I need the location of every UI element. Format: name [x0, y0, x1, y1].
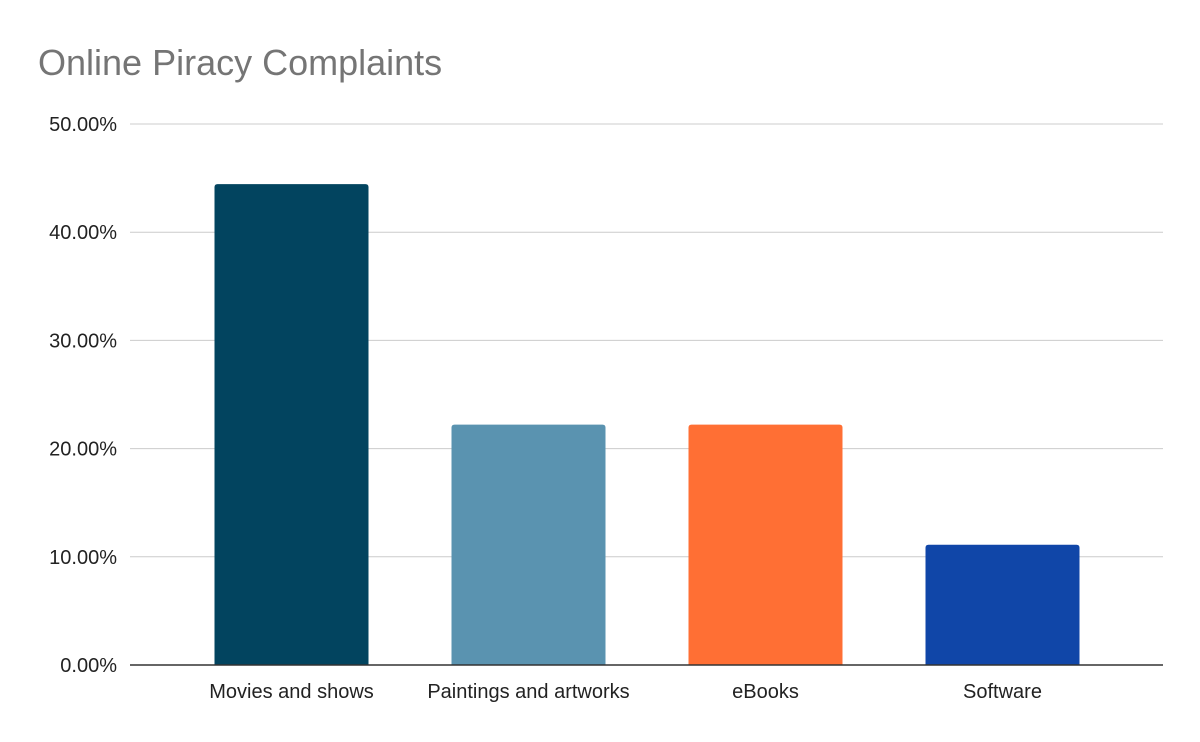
bar — [451, 424, 606, 665]
y-tick-label: 0.00% — [60, 655, 117, 677]
bar — [925, 544, 1080, 665]
x-tick-label: Movies and shows — [209, 681, 374, 703]
x-tick-label: Software — [963, 681, 1042, 703]
y-tick-label: 40.00% — [49, 222, 117, 244]
chart-title: Online Piracy Complaints — [38, 42, 442, 83]
y-tick-label: 50.00% — [49, 114, 117, 136]
x-tick-label: Paintings and artworks — [427, 681, 629, 703]
bar — [688, 424, 843, 665]
y-tick-label: 20.00% — [49, 439, 117, 461]
x-tick-label: eBooks — [732, 681, 799, 703]
y-tick-label: 30.00% — [49, 330, 117, 352]
y-tick-label: 10.00% — [49, 547, 117, 569]
bar — [214, 184, 369, 666]
